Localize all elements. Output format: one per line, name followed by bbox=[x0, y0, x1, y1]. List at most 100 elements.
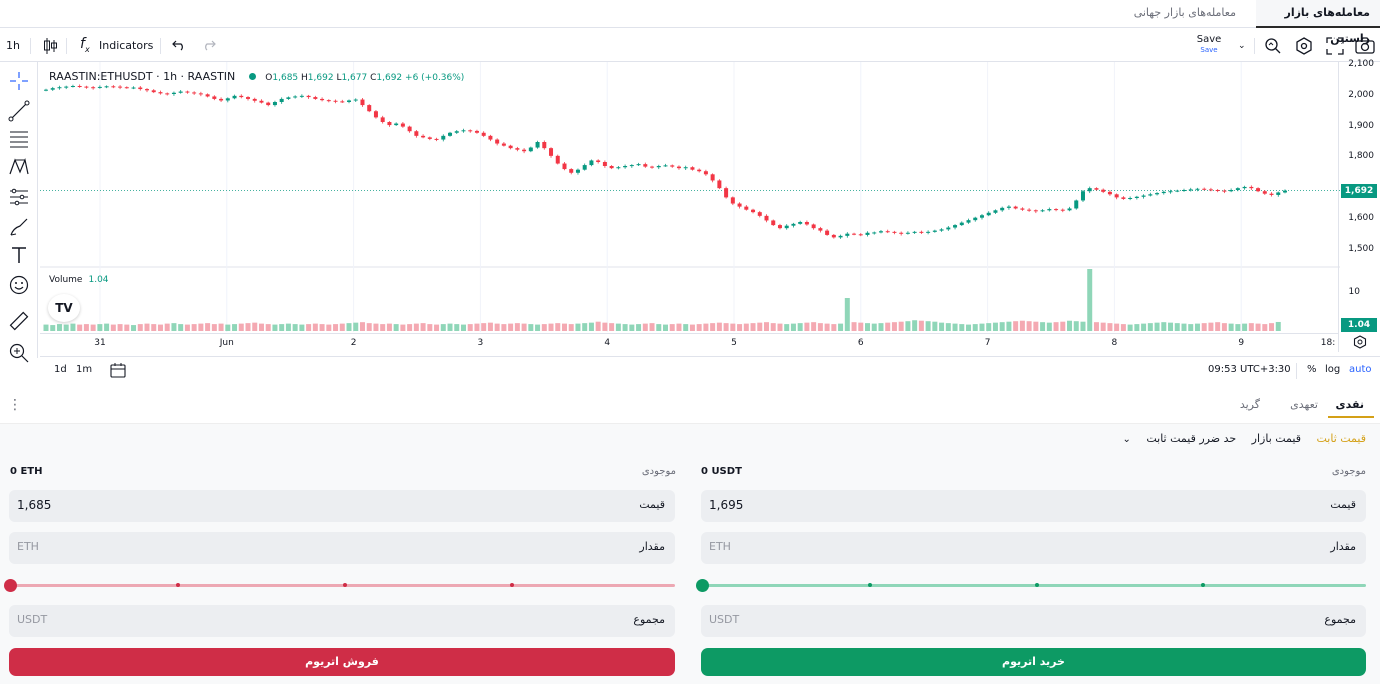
range-1d-button[interactable]: 1d bbox=[54, 364, 67, 375]
volume-bar bbox=[1060, 321, 1066, 331]
sell-total-field[interactable]: مجموع USDT bbox=[9, 605, 675, 637]
buy-amount-field[interactable]: مقدار ETH bbox=[701, 532, 1366, 564]
auto-button[interactable]: auto bbox=[1349, 364, 1372, 375]
tab-grid[interactable]: گرید bbox=[1239, 398, 1260, 411]
brush-icon[interactable] bbox=[8, 216, 30, 238]
volume-bar bbox=[366, 323, 372, 331]
candle-body bbox=[1148, 194, 1153, 196]
buy-amount-slider[interactable] bbox=[696, 579, 1366, 592]
candle-body bbox=[474, 130, 479, 133]
indicators-icon: fx bbox=[80, 36, 90, 54]
volume-bar bbox=[1040, 322, 1046, 331]
volume-bar bbox=[770, 323, 776, 331]
volume-bar bbox=[63, 324, 69, 331]
volume-bar bbox=[1114, 323, 1120, 331]
pattern-icon[interactable] bbox=[8, 156, 30, 178]
candle-body bbox=[717, 180, 722, 189]
volume-bar bbox=[1073, 321, 1079, 331]
candle-body bbox=[663, 165, 668, 167]
undo-icon[interactable] bbox=[172, 39, 186, 59]
candle-body bbox=[1262, 191, 1267, 194]
volume-bar bbox=[258, 323, 264, 331]
sell-slider-handle[interactable] bbox=[4, 579, 17, 592]
candle-body bbox=[589, 160, 594, 166]
volume-bar bbox=[292, 324, 298, 331]
sell-amount-slider[interactable] bbox=[4, 579, 675, 592]
candle-body bbox=[656, 166, 661, 168]
chart-settings-icon[interactable] bbox=[1353, 335, 1367, 349]
chevron-down-icon[interactable]: ⌄ bbox=[1122, 434, 1131, 445]
buy-slider-handle[interactable] bbox=[696, 579, 709, 592]
volume-bar bbox=[885, 322, 891, 331]
sell-amount-field[interactable]: مقدار ETH bbox=[9, 532, 675, 564]
order-type-market[interactable]: قیمت بازار bbox=[1251, 432, 1301, 445]
redo-icon[interactable] bbox=[202, 39, 216, 59]
chevron-down-icon[interactable]: ⌄ bbox=[1238, 41, 1246, 51]
volume-bar bbox=[279, 324, 285, 331]
candle-body bbox=[279, 98, 284, 102]
time-axis-label: 4 bbox=[604, 338, 611, 348]
volume-bar bbox=[555, 323, 561, 331]
emoji-icon[interactable] bbox=[8, 274, 30, 296]
candle-style-icon[interactable] bbox=[42, 37, 58, 57]
percent-button[interactable]: % bbox=[1307, 364, 1317, 375]
candle-body bbox=[683, 167, 688, 169]
range-1m-button[interactable]: 1m bbox=[76, 364, 93, 375]
candle-body bbox=[380, 117, 385, 122]
fib-retracement-icon[interactable] bbox=[8, 128, 30, 150]
volume-bar bbox=[245, 323, 251, 331]
indicators-button[interactable]: Indicators bbox=[99, 39, 154, 52]
tab-margin[interactable]: تعهدی bbox=[1290, 398, 1318, 411]
interval-button[interactable]: 1h bbox=[6, 39, 20, 52]
order-type-limit[interactable]: قیمت ثابت bbox=[1316, 432, 1366, 445]
candle-body bbox=[1074, 200, 1079, 209]
buy-price-field[interactable]: قیمت 1,695 bbox=[701, 490, 1366, 522]
chart-legend: RAASTIN:ETHUSDT · 1h · RAASTIN O1,685 H1… bbox=[49, 70, 464, 83]
candle-body bbox=[575, 169, 580, 173]
price-axis[interactable]: 2,100 2,000 1,900 1,800 1,600 1,500 10 1,692 … bbox=[1338, 59, 1380, 352]
zoom-in-icon[interactable] bbox=[8, 342, 30, 364]
tab-global-market[interactable]: معامله‌های بازار جهانی bbox=[1133, 6, 1236, 19]
quick-search-icon[interactable] bbox=[1264, 37, 1282, 57]
candle-body bbox=[1283, 190, 1287, 193]
volume-bar bbox=[676, 323, 682, 331]
sell-button[interactable]: فروش اتریوم bbox=[9, 648, 675, 676]
symbol-label[interactable]: RAASTIN:ETHUSDT · 1h · RAASTIN bbox=[49, 70, 236, 83]
volume-bar bbox=[306, 324, 312, 331]
candle-body bbox=[629, 165, 634, 167]
time-axis-label: Jun bbox=[219, 338, 234, 348]
save-button[interactable]: Save Save bbox=[1196, 34, 1222, 54]
volume-bar bbox=[737, 324, 743, 331]
price-chart[interactable] bbox=[40, 62, 1340, 352]
sell-balance-label: موجودی bbox=[641, 466, 676, 477]
buy-total-field[interactable]: مجموع USDT bbox=[701, 605, 1366, 637]
sell-price-field[interactable]: قیمت 1,685 bbox=[9, 490, 675, 522]
tradingview-logo[interactable]: TV bbox=[48, 294, 80, 322]
volume-bar bbox=[865, 323, 871, 331]
camera-icon[interactable] bbox=[1355, 37, 1375, 57]
buy-button[interactable]: خرید اتریوم bbox=[701, 648, 1366, 676]
candle-body bbox=[636, 164, 641, 166]
prediction-icon[interactable] bbox=[8, 186, 30, 208]
trendline-icon[interactable] bbox=[8, 100, 30, 122]
settings-icon[interactable] bbox=[1295, 37, 1313, 57]
volume-bar bbox=[1194, 323, 1200, 331]
volume-bar bbox=[1033, 321, 1039, 331]
ruler-icon[interactable] bbox=[8, 310, 30, 332]
volume-bar bbox=[710, 323, 716, 331]
tab-raastin-market[interactable]: معامله‌های بازار راستین bbox=[1256, 0, 1380, 45]
fullscreen-icon[interactable] bbox=[1326, 37, 1344, 57]
log-button[interactable]: log bbox=[1325, 364, 1341, 375]
crosshair-icon[interactable] bbox=[8, 70, 30, 92]
time-axis[interactable]: 31 Jun 2 3 4 5 6 7 8 9 18: bbox=[40, 333, 1338, 353]
volume-bar bbox=[1168, 322, 1174, 331]
timezone-clock[interactable]: 09:53 UTC+3:30 bbox=[1208, 364, 1291, 375]
order-type-stop-limit[interactable]: حد ضرر قیمت ثابت bbox=[1146, 432, 1237, 445]
candle-body bbox=[84, 86, 89, 88]
text-icon[interactable] bbox=[8, 244, 30, 266]
candle-body bbox=[562, 163, 567, 170]
candle-body bbox=[219, 98, 224, 101]
date-range-icon[interactable] bbox=[110, 362, 126, 378]
tab-spot[interactable]: نقدی bbox=[1335, 398, 1364, 411]
more-options-icon[interactable]: ⋮ bbox=[8, 397, 22, 413]
